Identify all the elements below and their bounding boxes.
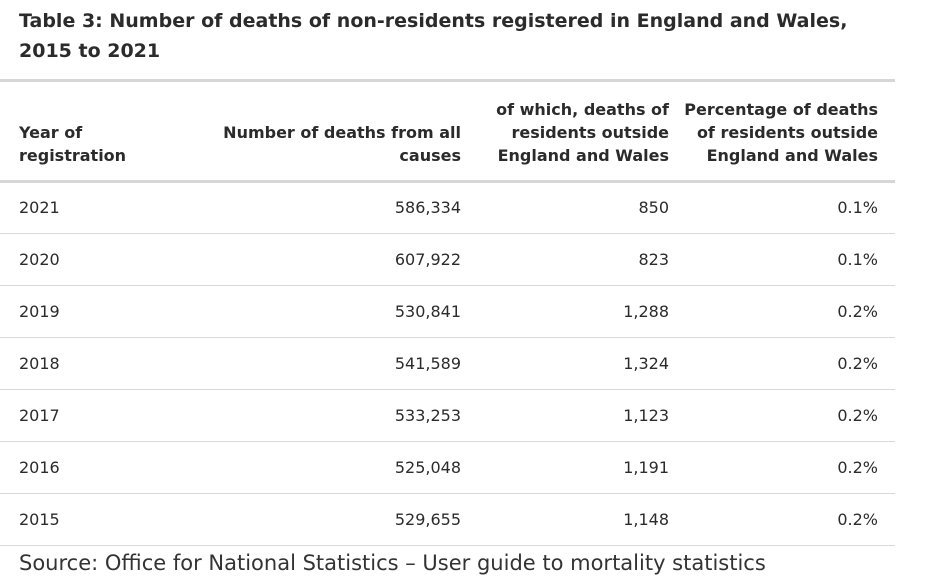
cell-total-deaths: 541,589 (190, 337, 470, 390)
table-header-row: Year of registration Number of deaths fr… (0, 82, 895, 183)
cell-non-resident-deaths: 1,324 (470, 337, 678, 390)
cell-non-resident-deaths: 1,191 (470, 441, 678, 494)
source-note: Source: Office for National Statistics –… (19, 551, 766, 575)
cell-total-deaths: 607,922 (190, 233, 470, 286)
cell-non-resident-deaths: 823 (470, 233, 678, 286)
header-non-resident-deaths: of which, deaths of residents outside En… (470, 82, 678, 183)
header-year: Year of registration (0, 82, 190, 183)
cell-year: 2017 (0, 389, 190, 442)
cell-year: 2015 (0, 493, 190, 546)
table-row: 2015 529,655 1,148 0.2% (0, 493, 895, 546)
cell-total-deaths: 525,048 (190, 441, 470, 494)
cell-percentage: 0.2% (678, 285, 895, 338)
table-title: Table 3: Number of deaths of non-residen… (19, 10, 848, 62)
cell-non-resident-deaths: 850 (470, 181, 678, 234)
table-row: 2021 586,334 850 0.1% (0, 181, 895, 234)
cell-non-resident-deaths: 1,288 (470, 285, 678, 338)
cell-percentage: 0.1% (678, 181, 895, 234)
table-row: 2019 530,841 1,288 0.2% (0, 285, 895, 338)
cell-percentage: 0.2% (678, 493, 895, 546)
top-rule (0, 79, 895, 82)
cell-percentage: 0.2% (678, 389, 895, 442)
table-row: 2017 533,253 1,123 0.2% (0, 389, 895, 442)
cell-year: 2018 (0, 337, 190, 390)
cell-percentage: 0.2% (678, 337, 895, 390)
cell-total-deaths: 529,655 (190, 493, 470, 546)
cell-year: 2016 (0, 441, 190, 494)
cell-percentage: 0.1% (678, 233, 895, 286)
cell-total-deaths: 530,841 (190, 285, 470, 338)
cell-non-resident-deaths: 1,148 (470, 493, 678, 546)
cell-year: 2021 (0, 181, 190, 234)
header-total-deaths: Number of deaths from all causes (190, 82, 470, 183)
table-row: 2020 607,922 823 0.1% (0, 233, 895, 286)
cell-total-deaths: 586,334 (190, 181, 470, 234)
table-row: 2018 541,589 1,324 0.2% (0, 337, 895, 390)
cell-total-deaths: 533,253 (190, 389, 470, 442)
header-percentage: Percentage of deaths of residents outsid… (678, 82, 895, 183)
cell-percentage: 0.2% (678, 441, 895, 494)
cell-year: 2020 (0, 233, 190, 286)
cell-year: 2019 (0, 285, 190, 338)
cell-non-resident-deaths: 1,123 (470, 389, 678, 442)
deaths-table: Year of registration Number of deaths fr… (0, 82, 895, 546)
data-table-container: Year of registration Number of deaths fr… (0, 79, 895, 546)
table-row: 2016 525,048 1,191 0.2% (0, 441, 895, 494)
